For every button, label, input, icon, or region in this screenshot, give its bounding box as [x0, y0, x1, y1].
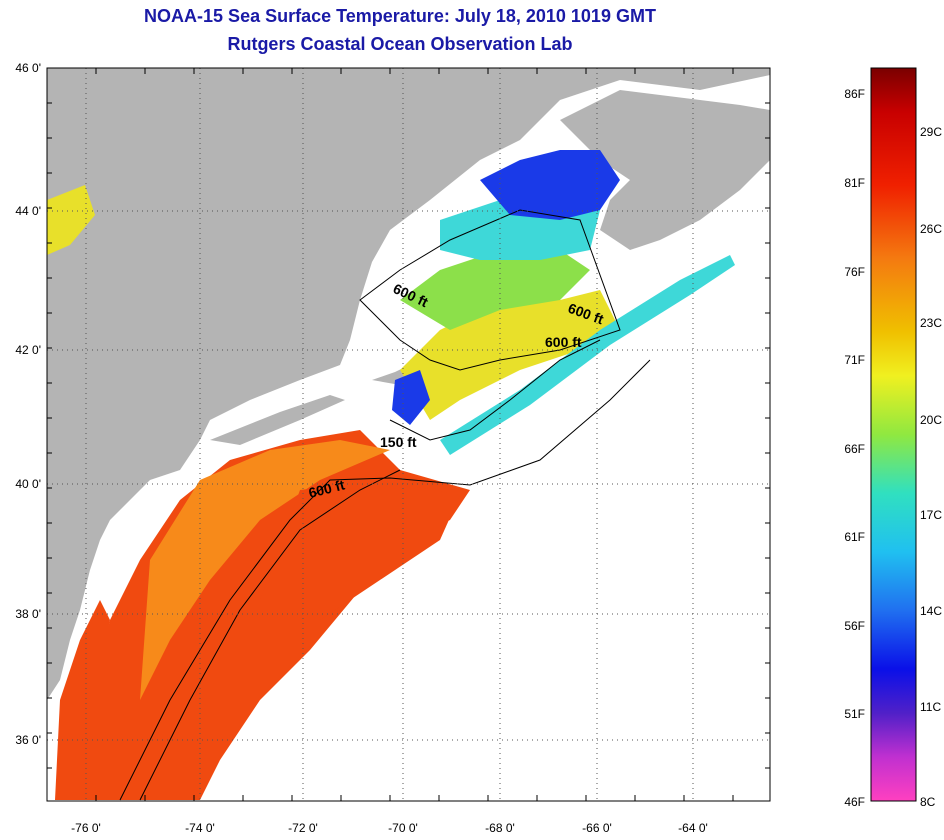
sst-blue-nantucket	[392, 370, 430, 425]
map-title: NOAA-15 Sea Surface Temperature: July 18…	[144, 6, 656, 26]
lat-label: 40 0'	[15, 477, 41, 491]
graticule	[47, 68, 770, 801]
colorbar-f-label: 46F	[844, 795, 865, 809]
lon-label: -64 0'	[678, 821, 708, 835]
colorbar-f-label: 51F	[844, 707, 865, 721]
colorbar-c-label: 14C	[920, 604, 942, 618]
colorbar-c-label: 11C	[920, 700, 941, 714]
map-frame	[46, 67, 771, 802]
contour-label-150ft: 150 ft	[380, 434, 417, 450]
longitude-labels: -76 0' -74 0' -72 0' -70 0' -68 0' -66 0' -64 …	[71, 821, 708, 835]
sst-orange-shelf	[140, 440, 390, 700]
land-nova-scotia	[560, 90, 770, 250]
colorbar-c-label: 17C	[920, 508, 942, 522]
axis-ticks	[46, 67, 770, 801]
colorbar-fahrenheit-labels: 86F 81F 76F 71F 66F 61F 56F 51F 46F	[844, 87, 865, 809]
colorbar-f-label: 66F	[844, 442, 865, 456]
colorbar	[870, 67, 917, 802]
lon-label: -72 0'	[288, 821, 318, 835]
colorbar-f-label: 86F	[844, 87, 865, 101]
colorbar-c-label: 23C	[920, 316, 942, 330]
colorbar-f-label: 76F	[844, 265, 865, 279]
map-subtitle: Rutgers Coastal Ocean Observation Lab	[227, 34, 573, 54]
lat-label: 36 0'	[15, 733, 41, 747]
lat-label: 46 0'	[15, 61, 41, 75]
sst-cyan-streak	[440, 255, 735, 455]
colorbar-c-label: 26C	[920, 222, 942, 236]
land-long-island	[210, 395, 345, 445]
lat-label: 38 0'	[15, 607, 41, 621]
lat-label: 44 0'	[15, 204, 41, 218]
sst-red-offshore	[260, 480, 460, 640]
colorbar-f-label: 71F	[844, 353, 865, 367]
contour-label-600ft-east: 600 ft	[545, 334, 582, 350]
lat-label: 42 0'	[15, 343, 41, 357]
sst-green-gulf	[400, 250, 590, 330]
colorbar-c-label: 20C	[920, 413, 942, 427]
colorbar-celsius-labels: 29C 26C 23C 20C 17C 14C 11C 8C	[920, 125, 942, 809]
colorbar-f-label: 56F	[844, 619, 865, 633]
colorbar-c-label: 8C	[920, 795, 936, 809]
latitude-labels: 46 0' 44 0' 42 0' 40 0' 38 0' 36 0'	[15, 61, 41, 747]
colorbar-f-label: 61F	[844, 530, 865, 544]
colorbar-f-label: 81F	[844, 176, 865, 190]
lon-label: -76 0'	[71, 821, 101, 835]
sst-blue-bay-of-fundy	[480, 150, 620, 220]
bathymetry-contours	[119, 209, 651, 801]
lon-label: -70 0'	[388, 821, 418, 835]
lon-label: -74 0'	[185, 821, 215, 835]
land-mainland	[47, 68, 770, 700]
colorbar-c-label: 29C	[920, 125, 942, 139]
lon-label: -66 0'	[582, 821, 612, 835]
sst-orange-bays	[55, 600, 110, 800]
lon-label: -68 0'	[485, 821, 515, 835]
sst-yellow-lake	[47, 185, 95, 255]
